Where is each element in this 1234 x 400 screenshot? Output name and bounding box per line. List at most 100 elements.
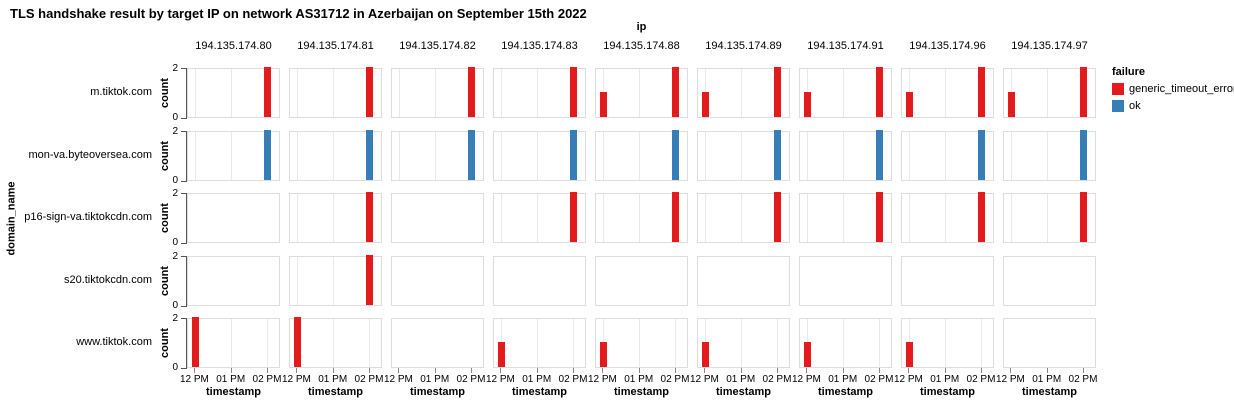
x-tick-label: 12 PM — [485, 374, 515, 385]
bar — [905, 92, 913, 117]
x-tick-mark — [536, 368, 538, 373]
count-axis-label: count — [159, 328, 171, 358]
x-tick-mark — [470, 368, 472, 373]
x-tick-label: 01 PM — [318, 374, 348, 385]
gridline — [806, 131, 808, 180]
y-tick-mark — [181, 118, 186, 119]
gridline — [741, 194, 743, 242]
gridline — [704, 194, 706, 242]
bar — [570, 129, 578, 180]
bar — [672, 67, 680, 117]
x-tick-mark — [230, 368, 232, 373]
gridline — [537, 69, 539, 117]
timestamp-axis-label: timestamp — [613, 386, 670, 398]
gridline — [602, 131, 604, 180]
x-tick-mark — [638, 368, 640, 373]
facet-cell — [289, 254, 382, 306]
gridline — [1047, 69, 1049, 117]
facet-cell — [493, 192, 586, 243]
gridline — [537, 131, 539, 180]
x-tick-label: 02 PM — [864, 374, 894, 385]
gridline — [398, 131, 400, 180]
facet-cell — [595, 318, 688, 368]
facet-cell — [493, 318, 586, 368]
x-tick-mark — [572, 368, 574, 373]
gridline — [806, 194, 808, 242]
bar — [905, 342, 913, 367]
gridline — [296, 69, 298, 117]
bar — [774, 129, 782, 180]
facet-cell — [901, 255, 994, 306]
gridline — [231, 131, 233, 180]
x-tick-label: 12 PM — [893, 374, 923, 385]
facet-cell — [493, 129, 586, 181]
facet-cell — [799, 255, 892, 306]
count-axis-label: count — [159, 78, 171, 108]
bar — [1080, 67, 1088, 117]
bar — [366, 67, 374, 117]
bar — [599, 342, 607, 367]
timestamp-axis-label: timestamp — [1021, 386, 1078, 398]
gridline — [537, 194, 539, 242]
x-tick-label: 01 PM — [1032, 374, 1062, 385]
facet-cell — [493, 67, 586, 118]
gridline — [675, 319, 677, 367]
legend-entry: generic_timeout_error — [1112, 83, 1234, 95]
gridline — [1010, 194, 1012, 242]
x-tick-label: 12 PM — [791, 374, 821, 385]
row-label: m.tiktok.com — [90, 86, 152, 98]
bar — [876, 129, 884, 180]
y-tick-label: 0 — [172, 237, 178, 248]
facet-cell — [1003, 192, 1096, 243]
x-tick-mark — [368, 368, 370, 373]
gridline — [639, 69, 641, 117]
gridline — [194, 69, 196, 117]
bar — [264, 67, 272, 117]
legend: failure generic_timeout_error ok — [1112, 66, 1234, 112]
bar — [803, 92, 811, 117]
gridline — [741, 69, 743, 117]
gridline — [267, 319, 269, 367]
facet-cell — [697, 67, 790, 118]
y-axis-line — [186, 255, 187, 307]
facet-cell — [595, 192, 688, 243]
column-header: 194.135.174.89 — [705, 40, 782, 52]
legend-swatch — [1112, 83, 1124, 95]
gridline — [843, 319, 845, 367]
facet-cell — [799, 67, 892, 118]
x-tick-label: 01 PM — [624, 374, 654, 385]
gridline — [879, 319, 881, 367]
facet-cell — [493, 255, 586, 306]
facet-cell — [799, 318, 892, 368]
gridline — [231, 319, 233, 367]
bar — [803, 342, 811, 367]
gridline — [945, 69, 947, 117]
gridline — [602, 194, 604, 242]
gridline — [398, 69, 400, 117]
bar — [1007, 92, 1015, 117]
gridline — [1047, 194, 1049, 242]
facet-cell — [1003, 318, 1096, 368]
bar — [876, 192, 884, 242]
facet-cell — [697, 255, 790, 306]
facet-cell — [391, 193, 484, 243]
gridline — [333, 194, 335, 242]
y-tick-mark — [181, 193, 186, 194]
row-label: mon-va.byteoversea.com — [28, 148, 153, 161]
facet-cell — [901, 67, 994, 118]
facet-cell — [595, 255, 688, 306]
facet-cell — [697, 318, 790, 368]
x-tick-mark — [1046, 368, 1048, 373]
x-tick-label: 02 PM — [762, 374, 792, 385]
bar — [978, 192, 986, 242]
y-tick-label: 0 — [172, 299, 178, 311]
facet-cell — [391, 255, 484, 306]
y-axis-line — [186, 68, 187, 119]
y-tick-mark — [181, 243, 186, 244]
gridline — [639, 131, 641, 180]
y-tick-mark — [181, 68, 186, 69]
x-tick-mark — [944, 368, 946, 373]
y-tick-label: 0 — [172, 362, 178, 373]
legend-entry: ok — [1112, 100, 1234, 112]
